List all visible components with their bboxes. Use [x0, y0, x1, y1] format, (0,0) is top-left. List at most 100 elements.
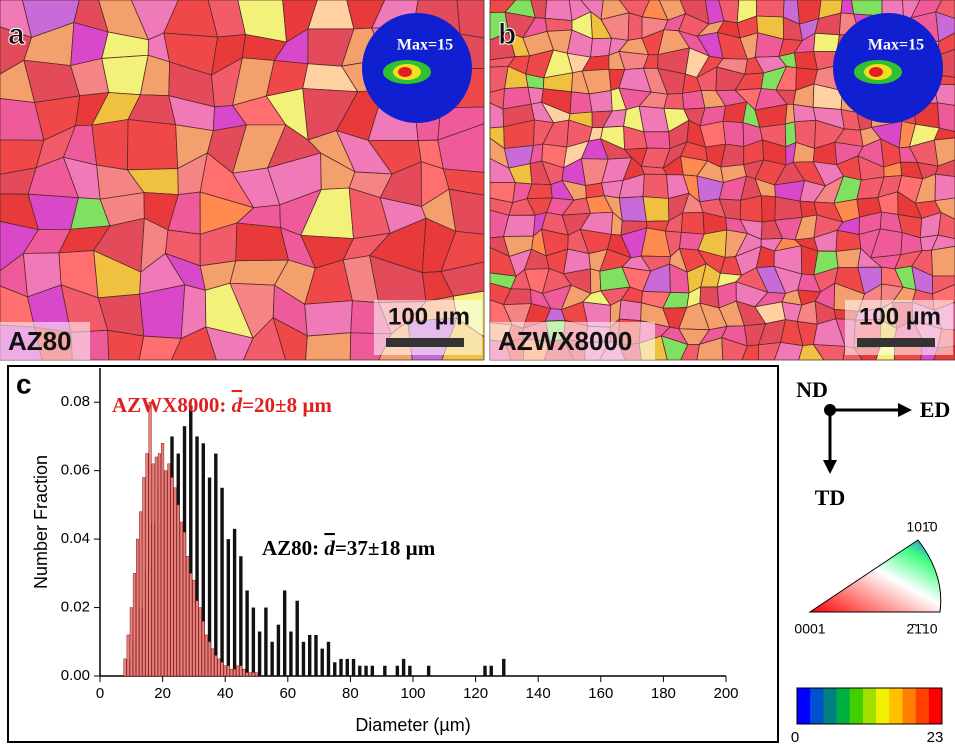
grain: [545, 0, 572, 21]
bar: [233, 529, 236, 676]
bar: [220, 488, 223, 676]
bar: [352, 659, 355, 676]
grain: [619, 197, 646, 222]
bar: [186, 556, 189, 676]
bar: [333, 662, 336, 676]
bar: [205, 635, 208, 676]
bar: [164, 471, 167, 676]
bar: [143, 478, 146, 676]
pole-blob: [398, 67, 412, 77]
x-tick-label: 0: [96, 685, 104, 702]
panel-label: c: [16, 368, 32, 399]
bar: [224, 666, 227, 676]
bar: [227, 539, 230, 676]
colorbar-cell: [810, 688, 823, 724]
bar: [130, 608, 133, 676]
page: {"panels":[ {"label":"a","sample":"AZ80"…: [0, 0, 955, 747]
y-tick-label: 0.08: [61, 393, 90, 410]
bar: [161, 443, 164, 676]
bar: [202, 621, 205, 676]
grain: [932, 246, 955, 276]
bar: [483, 666, 486, 676]
bar: [383, 666, 386, 676]
annotation-prefix: AZ80:: [262, 536, 324, 560]
bar: [168, 464, 171, 676]
annotation-prefix: AZWX8000:: [112, 393, 232, 417]
colorbar-min: 0: [791, 729, 799, 746]
y-tick-label: 0.02: [61, 599, 90, 616]
colorbar-max: 23: [927, 729, 944, 746]
colorbar-cell: [823, 688, 836, 724]
bar: [252, 673, 255, 676]
bar: [189, 573, 192, 676]
grain: [723, 121, 744, 146]
x-tick-label: 160: [588, 685, 613, 702]
grain: [681, 212, 704, 234]
grain: [740, 196, 762, 222]
bar: [277, 625, 280, 676]
colorbar-cell: [929, 688, 942, 724]
y-tick-label: 0.06: [61, 462, 90, 479]
grain: [756, 0, 784, 17]
bar: [339, 659, 342, 676]
bar: [302, 642, 305, 676]
x-tick-label: 200: [713, 685, 738, 702]
bar: [245, 590, 248, 676]
bar: [402, 659, 405, 676]
bar: [133, 573, 136, 676]
bar: [152, 464, 155, 676]
grain: [305, 301, 353, 336]
bar: [149, 402, 152, 676]
grain: [504, 215, 536, 236]
colorbar-cell: [797, 688, 810, 724]
figure: aAZ80100 µmMax=15bAZWX8000100 µmMax=15c0…: [0, 0, 955, 747]
bar: [427, 666, 430, 676]
bar: [252, 608, 255, 676]
axis-label: ND: [796, 377, 828, 402]
grain: [793, 104, 815, 121]
grain: [937, 103, 955, 132]
grain: [127, 119, 177, 169]
bar: [199, 608, 202, 676]
y-tick-label: 0.04: [61, 530, 90, 547]
grain: [306, 333, 351, 360]
grain: [545, 18, 572, 31]
bar: [139, 512, 142, 676]
bar: [155, 457, 158, 676]
grain: [140, 285, 185, 339]
bar: [308, 635, 311, 676]
bar: [215, 655, 218, 676]
bar: [240, 666, 243, 676]
bar: [270, 642, 273, 676]
bar: [136, 539, 139, 676]
bar: [283, 590, 286, 676]
axis-label: TD: [815, 485, 846, 510]
annotation-suffix: =37±18 µm: [335, 536, 436, 560]
bar: [289, 632, 292, 676]
ipf-label: 101̄0: [906, 519, 937, 535]
grain: [628, 13, 642, 40]
bar: [239, 556, 242, 676]
bar: [174, 488, 177, 676]
bar: [246, 673, 249, 676]
bar: [295, 601, 298, 676]
colorbar-cell: [876, 688, 889, 724]
bar: [171, 478, 174, 676]
grain: [92, 119, 128, 169]
bar: [346, 659, 349, 676]
scale-label: 100 µm: [388, 303, 470, 330]
ipf-triangle: [810, 540, 941, 612]
bar: [158, 454, 161, 676]
grain: [664, 93, 684, 109]
colorbar-cell: [837, 688, 850, 724]
bar: [314, 635, 317, 676]
bar: [258, 632, 261, 676]
bar: [408, 666, 411, 676]
bar: [396, 666, 399, 676]
grain: [619, 300, 641, 321]
grain: [852, 0, 883, 16]
annotation: AZWX8000: d=20±8 µm: [112, 393, 332, 417]
arrow-head: [898, 403, 912, 417]
x-tick-label: 120: [463, 685, 488, 702]
bar: [218, 659, 221, 676]
